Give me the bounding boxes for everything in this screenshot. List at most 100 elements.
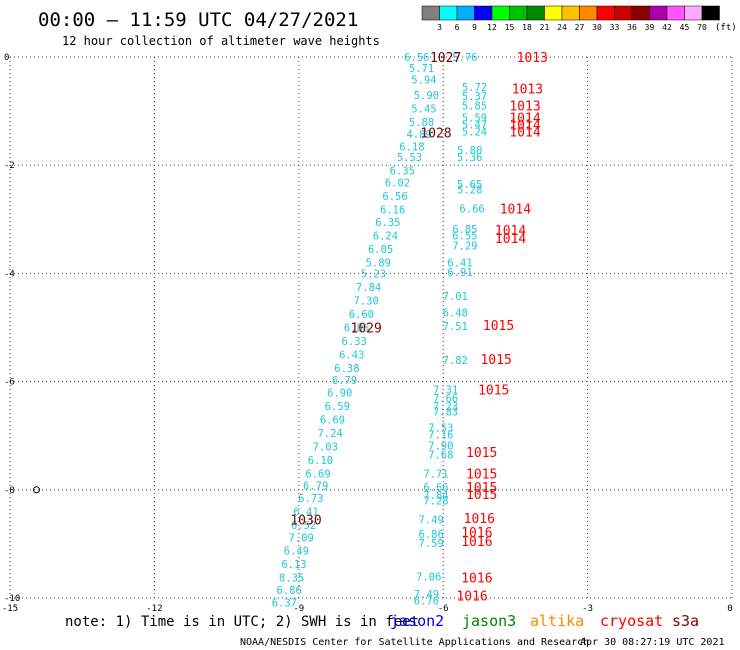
wave-height-label: 6.59 — [325, 401, 350, 413]
satellite-altika: altika — [530, 612, 584, 630]
wave-height-label: 6.56 — [382, 191, 407, 203]
wave-height-label: 4.89 — [406, 129, 431, 141]
wave-height-label: 6.52 — [291, 520, 316, 532]
wave-height-label: 6.90 — [327, 387, 352, 399]
pressure-label: 1030 — [290, 514, 321, 529]
wave-height-label: 7.30 — [354, 295, 379, 307]
colorbar-tick: 12 — [487, 23, 497, 32]
colorbar-tick: 33 — [610, 23, 620, 32]
pressure-label: 1015 — [466, 481, 497, 496]
pressure-label: 1013 — [509, 100, 540, 115]
wave-height-label: 6.18 — [399, 141, 424, 153]
colorbar-swatch — [526, 5, 545, 21]
wave-height-label: 5.94 — [411, 75, 436, 87]
colorbar-tick: 15 — [505, 23, 515, 32]
wave-height-label: 6.41 — [447, 258, 472, 270]
wave-height-label: 7.51 — [443, 321, 468, 333]
y-tick-label: -4 — [4, 269, 15, 279]
colorbar-swatch — [561, 5, 580, 21]
colorbar-tick: 6 — [455, 23, 460, 32]
colorbar-swatch — [491, 5, 510, 21]
wave-height-label: 7.09 — [289, 532, 314, 544]
y-tick-label: -6 — [4, 378, 15, 388]
wave-height-label: 7.23 — [433, 401, 458, 413]
wave-height-label: 7.03 — [313, 442, 338, 454]
x-tick-label: -6 — [438, 604, 449, 614]
colorbar-swatch — [544, 5, 563, 21]
wave-height-label: 6.66 — [459, 203, 484, 215]
wave-height-label: 7.53 — [428, 423, 453, 435]
x-tick-label: -15 — [2, 604, 18, 614]
colorbar-tick: 3 — [437, 23, 442, 32]
pressure-label: 1014 — [495, 224, 526, 239]
wave-height-label: 6.69 — [320, 414, 345, 426]
wave-height-label: 5.76 — [452, 52, 477, 64]
x-tick-label: -3 — [582, 604, 593, 614]
wave-height-label: 6.43 — [339, 350, 364, 362]
wave-height-label: 5.36 — [457, 152, 482, 164]
wave-height-label: 7.06 — [416, 571, 441, 583]
satellite-s3a: s3a — [672, 612, 699, 630]
pressure-label: 1014 — [500, 202, 531, 217]
y-tick-label: -2 — [4, 161, 15, 171]
wave-height-label: 7.84 — [423, 490, 448, 502]
satellite-jason2: jason2 — [390, 612, 444, 630]
pressure-label: 1027 — [430, 51, 461, 66]
pressure-label: 1016 — [461, 535, 492, 550]
colorbar-tick: 27 — [575, 23, 585, 32]
wave-height-label: 7.66 — [433, 393, 458, 405]
satellite-cryosat: cryosat — [600, 612, 663, 630]
wave-height-label: 6.16 — [380, 205, 405, 217]
wave-height-label: 7.24 — [317, 428, 342, 440]
wave-height-label: 6.91 — [447, 267, 472, 279]
wave-height-label: 7.28 — [423, 496, 448, 508]
pressure-label: 1015 — [466, 488, 497, 503]
wave-height-label: 5.47 — [462, 120, 487, 132]
axis-ticks: -15 -12 -9 -6 -3 0 0 -2 -4 -6 -8 -10 — [2, 53, 733, 614]
y-tick-label: 0 — [4, 53, 9, 63]
colorbar-swatch — [474, 5, 493, 21]
colorbar-tick: 39 — [645, 23, 655, 32]
y-tick-label: -10 — [4, 594, 20, 604]
wave-height-label: 7.49 — [414, 589, 439, 601]
wave-height-label: 7.49 — [419, 515, 444, 527]
wave-height-label: 6.33 — [342, 336, 367, 348]
pressure-label: 1014 — [509, 112, 540, 127]
colorbar-swatch — [509, 5, 528, 21]
wave-height-label: 7.01 — [443, 291, 468, 303]
pressure-label: 1014 — [509, 126, 540, 141]
wave-height-label: 6.13 — [281, 559, 306, 571]
wave-height-label: 5.45 — [411, 103, 436, 115]
colorbar-tick: 9 — [472, 23, 477, 32]
wave-height-label: 7.83 — [433, 406, 458, 418]
pressure-label: 1014 — [509, 119, 540, 134]
wave-height-label: 6.37 — [272, 597, 297, 609]
colorbar-swatch — [614, 5, 633, 21]
colorbar-swatch — [596, 5, 615, 21]
pressure-label: 1016 — [461, 571, 492, 586]
colorbar-tick: 30 — [592, 23, 602, 32]
wave-height-label: 6.76 — [414, 596, 439, 608]
pressure-label: 1015 — [466, 446, 497, 461]
pressure-label: 1013 — [512, 82, 543, 97]
wave-height-label: 6.05 — [368, 244, 393, 256]
data-marks: 6.565.715.945.905.455.884.896.185.536.35… — [32, 51, 548, 609]
x-tick-label: -12 — [146, 604, 162, 614]
wave-height-label: 6.73 — [298, 493, 323, 505]
wave-height-label: 5.28 — [457, 185, 482, 197]
wave-height-label: 6.86 — [344, 323, 369, 335]
wave-height-label: 7.82 — [443, 355, 468, 367]
pressure-label: 1015 — [466, 468, 497, 483]
wave-height-label: 6.49 — [284, 545, 309, 557]
footer-credit: NOAA/NESDIS Center for Satellite Applica… — [240, 637, 589, 648]
wave-height-label: 6.69 — [305, 469, 330, 481]
wave-height-label: 6.79 — [332, 375, 357, 387]
wave-height-label: 5.85 — [462, 101, 487, 113]
colorbar-tick: 42 — [662, 23, 672, 32]
pressure-label: 1014 — [495, 232, 526, 247]
wave-height-label: 5.37 — [462, 91, 487, 103]
pressure-label: 1015 — [480, 353, 511, 368]
wave-height-label: 6.41 — [293, 506, 318, 518]
wave-height-label: 5.23 — [361, 268, 386, 280]
wave-height-label: 6.35 — [390, 166, 415, 178]
